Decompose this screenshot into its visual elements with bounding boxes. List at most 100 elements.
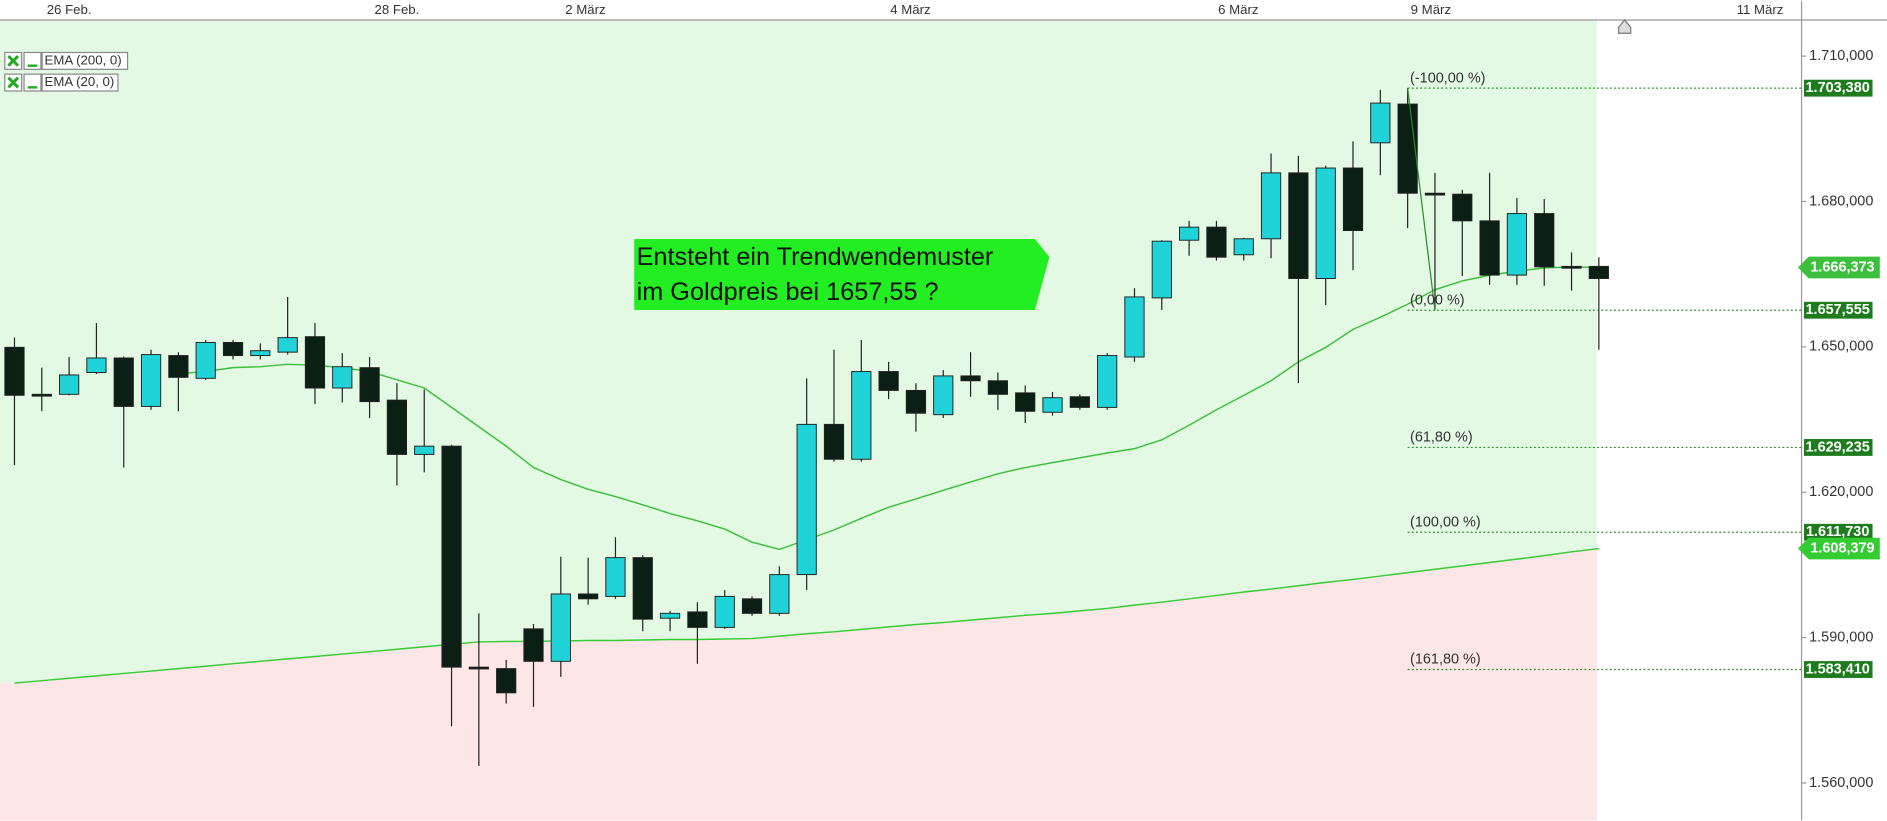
candle-body (332, 366, 353, 389)
y-tick-label: 1.560,000 (1809, 775, 1873, 791)
candle-body (1015, 392, 1036, 412)
candle-body (659, 612, 681, 619)
candle-body (414, 445, 435, 455)
fib-tag (1803, 301, 1873, 319)
fib-label: (61,80 %) (1410, 430, 1473, 446)
candle-body (1069, 396, 1090, 408)
candle-body (195, 341, 216, 379)
candle-body (1588, 265, 1609, 279)
legend: EMA (200, 0) EMA (20, 0) (4, 51, 129, 92)
background (0, 19, 1599, 821)
x-tick-label: 26 Feb. (47, 2, 92, 17)
candle-body (905, 389, 927, 414)
candle-body (1260, 172, 1282, 240)
fib-tag (1803, 79, 1873, 97)
candle-body (1288, 172, 1309, 279)
annotation-line: im Goldpreis bei 1657,55 ? (637, 278, 939, 306)
candle-body (1424, 192, 1446, 196)
annotation-box (634, 239, 1050, 311)
candle-body (1151, 240, 1172, 299)
candle-body (1097, 355, 1118, 408)
x-tick-label: 4 März (890, 2, 930, 17)
axes: 26 Feb. 28 Feb. 2 März 4 März 6 März 9 März 11… (47, 2, 1880, 791)
ema-tag-label: 1.666,373 (1810, 259, 1874, 275)
candle-body (1124, 296, 1145, 358)
fib-trend (1407, 88, 1436, 311)
fib-tag (1803, 523, 1873, 541)
candle-body (1397, 103, 1418, 194)
candle-body (605, 557, 626, 597)
y-tick-label: 1.590,000 (1809, 629, 1873, 645)
candle-body (687, 611, 708, 628)
candle-body (1178, 226, 1200, 241)
fib-tag-label: 1.703,380 (1806, 80, 1870, 96)
candle-body (823, 423, 845, 460)
ema-line (14, 547, 1599, 684)
candle-body (168, 355, 189, 378)
candle-body (550, 593, 571, 662)
candle-body (4, 346, 25, 396)
candle-body (632, 557, 653, 620)
candle-body (796, 423, 817, 576)
candle-body (578, 593, 599, 600)
fib-label: (100,00 %) (1410, 514, 1481, 530)
x-tick-label: 6 März (1218, 2, 1258, 17)
candle-body (1370, 102, 1391, 144)
candle-body (523, 628, 544, 662)
plot: (-100,00 %) (0,00 %) (61,80 %) (100,00 %) (1… (4, 70, 1802, 766)
legend-box (41, 51, 129, 70)
candle-body (1233, 238, 1254, 256)
candle-body (769, 574, 790, 614)
y-tick-label: 1.620,000 (1809, 484, 1873, 500)
candle-body (140, 354, 162, 407)
fib-tag-label: 1.657,555 (1806, 302, 1870, 318)
candle-body (741, 598, 763, 614)
candle-body (441, 445, 462, 668)
x-tick-label: 28 Feb. (375, 2, 420, 17)
candle-body (86, 357, 107, 373)
legend-x-icon (7, 55, 20, 67)
candle-body (277, 337, 298, 353)
candle-body (1506, 213, 1528, 276)
home-icon[interactable] (1618, 19, 1632, 34)
x-tick-label: 9 März (1411, 2, 1451, 17)
candle-body (1206, 226, 1227, 258)
candle-body (496, 668, 517, 694)
candle-body (1561, 265, 1582, 269)
ema-tag (1797, 537, 1880, 560)
candle-body (851, 371, 872, 460)
candle-body (933, 375, 954, 416)
fib-label: (0,00 %) (1410, 292, 1465, 308)
y-tick-label: 1.710,000 (1809, 48, 1873, 64)
fib-tag-label: 1.583,410 (1806, 661, 1870, 677)
annotation-line: Entsteht ein Trendwendemuster (637, 243, 994, 271)
ema-line (178, 266, 1599, 551)
legend-box (41, 73, 119, 92)
candle-body (113, 357, 134, 407)
candle-body (386, 399, 408, 455)
candle-body (987, 380, 1008, 395)
legend-x-icon (7, 76, 20, 89)
date-axis-bar (0, 0, 1887, 20)
candle-body (1534, 213, 1555, 268)
candle-body (1452, 193, 1473, 222)
candle-body (1479, 220, 1500, 276)
fib-label: (161,80 %) (1410, 652, 1481, 668)
ema-tag-label: 1.608,379 (1810, 540, 1874, 556)
candle-body (960, 375, 981, 382)
candle-body (31, 393, 52, 397)
fib-label: (-100,00 %) (1410, 70, 1485, 86)
candle-body (304, 336, 326, 389)
annotation: Entsteht ein Trendwendemuster im Goldpre… (634, 239, 1050, 311)
bg-above (0, 19, 1599, 684)
fib-tag-label: 1.629,235 (1806, 439, 1870, 455)
legend-label: EMA (200, 0) (45, 52, 122, 67)
candle-body (468, 666, 489, 670)
candle-body (250, 350, 271, 357)
fib-tag-label: 1.611,730 (1806, 524, 1869, 540)
candle-body (1342, 167, 1364, 232)
x-tick-label: 11 März (1737, 2, 1784, 17)
bg-below (0, 548, 1599, 821)
